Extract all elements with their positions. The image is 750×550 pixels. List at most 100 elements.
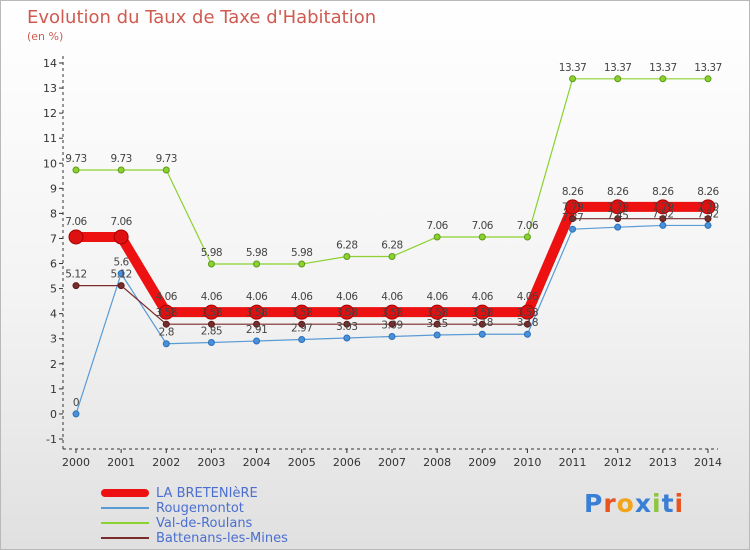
x-tick-label: 2008 [423,456,451,469]
data-label: 5.98 [291,247,312,259]
data-label: 5.12 [110,269,131,281]
logo-letter: o [616,489,635,518]
data-point [72,410,80,418]
logo-letter: i [652,489,662,518]
data-point [203,304,219,320]
y-tick-label: 11 [43,132,57,145]
data-label: 0 [73,397,79,409]
data-point [704,75,712,83]
chart-subtitle: (en %) [27,30,64,43]
y-tick-label: 1 [50,383,57,396]
data-label: 3.58 [381,307,402,319]
data-label: 6.28 [336,240,357,252]
data-label: 5.12 [65,269,86,281]
data-label: 4.06 [336,291,358,303]
data-point [523,320,531,328]
data-point [207,260,215,268]
data-point [655,199,671,215]
data-point [298,335,306,343]
data-label: 9.73 [110,153,131,165]
data-label: 8.26 [697,186,719,198]
data-point [474,304,490,320]
data-label: 4.06 [426,291,448,303]
data-label: 4.06 [156,291,178,303]
x-tick-label: 2005 [288,456,316,469]
x-tick-label: 2011 [559,456,587,469]
data-point [569,215,577,223]
y-tick-label: 14 [43,57,57,70]
data-point [117,166,125,174]
data-point [659,221,667,229]
data-point [162,340,170,348]
x-tick-label: 2009 [468,456,496,469]
y-tick-label: 3 [50,333,57,346]
x-tick-label: 2004 [243,456,271,469]
x-tick-label: 2014 [694,456,722,469]
data-label: 3.15 [426,318,447,330]
x-tick-label: 2001 [107,456,135,469]
x-tick-label: 2006 [333,456,361,469]
data-label: 2.91 [246,324,267,336]
y-tick-label: 2 [50,358,57,371]
data-label: 13.37 [604,62,632,74]
y-tick-label: 4 [50,308,57,321]
data-point [113,229,129,245]
data-point [384,304,400,320]
data-point [659,215,667,223]
data-point [298,260,306,268]
data-point [659,75,667,83]
data-label: 4.06 [517,291,539,303]
data-label: 5.98 [201,247,222,259]
data-label: 7.79 [607,202,628,214]
data-label: 7.79 [697,202,718,214]
data-point [523,330,531,338]
data-point [207,320,215,328]
data-point [614,223,622,231]
data-label: 7.52 [652,208,673,220]
data-point [704,215,712,223]
data-label: 7.06 [426,220,448,232]
legend-label: Rougemontot [156,501,244,516]
data-point [343,320,351,328]
data-point [72,166,80,174]
x-tick-label: 2012 [604,456,632,469]
data-label: 3.58 [517,307,538,319]
data-label: 8.26 [607,186,629,198]
data-point [343,253,351,261]
data-point [433,331,441,339]
x-tick-label: 2002 [152,456,180,469]
data-point [162,166,170,174]
data-label: 4.06 [381,291,403,303]
data-label: 13.37 [559,62,587,74]
data-label: 3.58 [472,307,493,319]
legend-swatch [101,489,149,497]
data-point [68,229,84,245]
chart-points [68,75,716,418]
data-label: 8.26 [652,186,674,198]
data-point [298,320,306,328]
data-label: 5.98 [246,247,267,259]
y-tick-label: 6 [50,258,57,271]
data-label: 4.06 [291,291,313,303]
data-label: 3.58 [156,307,177,319]
chart-title: Evolution du Taux de Taxe d'Habitation [27,7,377,28]
legend-swatch [101,507,149,509]
data-label: 3.09 [381,319,402,331]
data-label: 2.97 [291,322,312,334]
y-tick-label: 12 [43,107,57,120]
data-point [614,75,622,83]
chart-legend: LA BRETENIèRE Rougemontot Val-de-Roulans… [101,486,361,546]
y-tick-label: 13 [43,82,57,95]
data-label: 4.06 [246,291,268,303]
logo-letter: i [674,489,685,518]
data-point [429,304,445,320]
data-point [478,320,486,328]
data-label: 3.18 [517,317,538,329]
legend-label: LA BRETENIèRE [156,486,258,501]
data-point [433,320,441,328]
data-label: 6.28 [381,240,402,252]
data-point [343,334,351,342]
